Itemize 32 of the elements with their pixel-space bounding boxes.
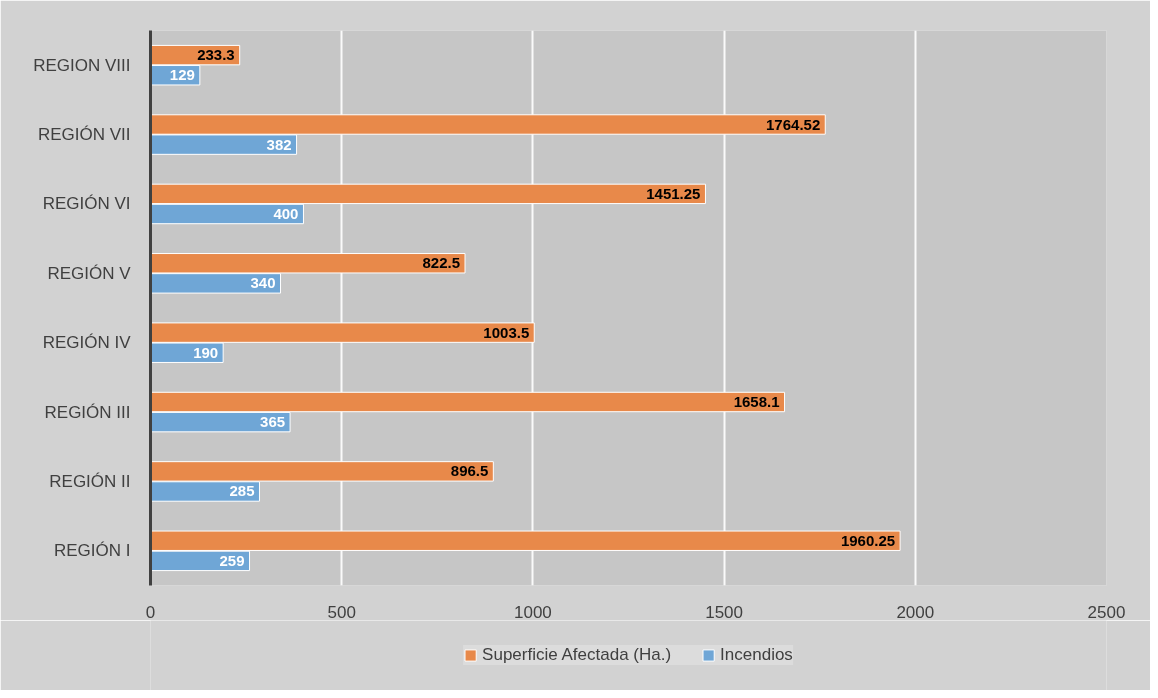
data-label: 340 bbox=[250, 274, 276, 292]
x-tick-label: 2000 bbox=[896, 602, 935, 622]
y-tick-label: REGIÓN VII bbox=[37, 125, 131, 145]
x-tick-label: 500 bbox=[327, 602, 356, 622]
y-tick-label: REGIÓN II bbox=[49, 471, 131, 491]
y-tick-label: REGIÓN I bbox=[53, 541, 131, 561]
data-label: 382 bbox=[266, 135, 292, 153]
data-label: 822.5 bbox=[422, 254, 461, 272]
data-label: 1451.25 bbox=[646, 184, 701, 202]
data-label: 190 bbox=[193, 343, 219, 361]
data-label: 896.5 bbox=[450, 462, 489, 480]
y-tick-label: REGION VIII bbox=[33, 55, 131, 75]
x-tick-label: 1000 bbox=[513, 602, 552, 622]
x-tick-label: 0 bbox=[145, 602, 156, 622]
legend-label: Superficie Afectada (Ha.) bbox=[482, 645, 672, 665]
data-label: 1960.25 bbox=[840, 531, 896, 549]
data-label: 400 bbox=[273, 205, 299, 222]
x-tick-label: 1500 bbox=[705, 602, 744, 622]
data-label: 233.3 bbox=[197, 46, 235, 64]
y-tick-label: REGIÓN V bbox=[47, 263, 132, 283]
data-label: 365 bbox=[260, 413, 286, 431]
y-tick-label: REGIÓN IV bbox=[42, 333, 132, 353]
data-label: 259 bbox=[219, 551, 245, 569]
data-label: 1764.52 bbox=[766, 115, 821, 133]
data-label: 1658.1 bbox=[733, 393, 780, 410]
y-tick-label: REGIÓN III bbox=[44, 402, 131, 422]
data-label: 1003.5 bbox=[483, 323, 530, 341]
data-label: 285 bbox=[229, 482, 255, 500]
legend-label: Incendios bbox=[720, 645, 793, 665]
x-tick-label: 2500 bbox=[1087, 602, 1126, 622]
y-tick-label: REGIÓN VI bbox=[42, 194, 131, 214]
data-label: 129 bbox=[169, 66, 195, 84]
